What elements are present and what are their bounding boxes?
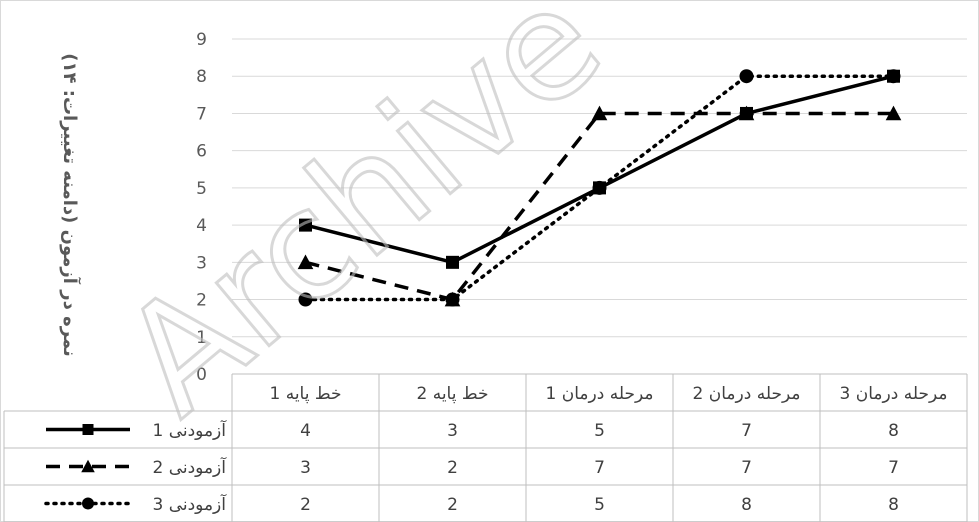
y-tick-label: 7 (196, 104, 207, 124)
table-cell-value: 2 (300, 495, 311, 515)
x-category-label: مرحله درمان 3 (840, 384, 948, 404)
data-point (446, 255, 459, 269)
y-tick-label: 0 (196, 365, 207, 385)
data-point (886, 69, 901, 84)
x-category-label: مرحله درمان 2 (693, 384, 801, 404)
table-cell-value: 2 (447, 458, 458, 478)
data-point (592, 180, 607, 195)
data-point (591, 105, 608, 121)
data-point (739, 69, 754, 84)
table-cell-value: 7 (741, 421, 752, 441)
table-cell-value: 7 (594, 458, 605, 478)
table-cell-value: 3 (300, 458, 311, 478)
legend-key-marker (82, 424, 94, 435)
table-cell-value: 4 (300, 421, 311, 441)
x-category-label: خط پایه 1 (269, 384, 341, 404)
data-table: خط پایه 1 خط پایه 2 مرحله درمان 1 مرحله درم… (3, 373, 968, 522)
y-tick-label: 8 (196, 67, 207, 87)
y-tick-label: 9 (196, 30, 207, 50)
data-point (297, 254, 314, 270)
x-category-label: مرحله درمان 1 (546, 384, 654, 404)
legend-key-marker (81, 459, 95, 473)
y-axis-label: نمره در آزمون (دامنه تغییرات: ۱۴) (59, 53, 82, 356)
y-tick-label: 4 (196, 216, 207, 236)
data-point (299, 218, 312, 232)
data-point (738, 105, 755, 121)
table-cell-value: 7 (741, 458, 752, 478)
table-cell-value: 5 (594, 421, 605, 441)
table-cell-value: 8 (888, 421, 899, 441)
table-cell-value: 5 (594, 495, 605, 515)
y-tick-label: 3 (196, 253, 207, 273)
data-point (885, 105, 902, 121)
data-point (445, 292, 460, 307)
x-category-label: خط پایه 2 (416, 384, 488, 404)
table-cell-value: 7 (888, 458, 899, 478)
table-cell-value: 3 (447, 421, 458, 441)
series-markers (297, 69, 902, 307)
legend-series-label: آزمودنی 3 (152, 493, 227, 515)
series-line (305, 111, 894, 302)
y-tick-label: 1 (196, 328, 207, 348)
y-tick-label: 6 (196, 142, 207, 162)
table-cell-value: 8 (888, 495, 899, 515)
legend-series-label: آزمودنی 1 (152, 419, 227, 441)
y-tick-label: 2 (196, 291, 207, 311)
legend-series-label: آزمودنی 2 (152, 456, 227, 478)
table-cell-value: 8 (741, 495, 752, 515)
y-tick-label: 5 (196, 179, 207, 199)
legend-key-marker (82, 497, 94, 510)
data-point (298, 292, 313, 307)
table-cell-value: 2 (447, 495, 458, 515)
y-axis-ticks: 0 1 2 3 4 5 6 7 8 9 (196, 30, 207, 385)
